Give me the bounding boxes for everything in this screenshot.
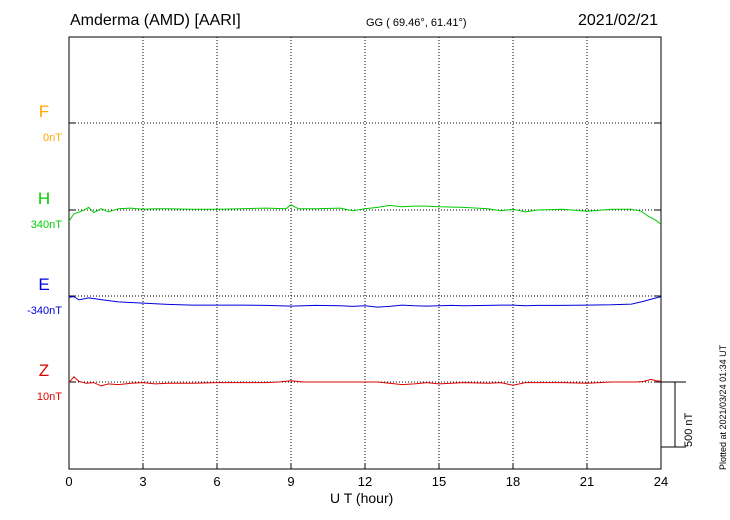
channel-H-offset: 340nT	[31, 219, 62, 231]
x-tick-label: 18	[506, 474, 520, 489]
channel-Z-offset: 10nT	[37, 391, 62, 403]
series-E-line	[68, 296, 662, 308]
series-layer	[68, 204, 662, 387]
channel-F-offset: 0nT	[43, 132, 62, 144]
plotted-timestamp: Plotted at 2021/03/24 01:34 UT	[718, 344, 728, 470]
scale-bar	[661, 381, 686, 448]
x-axis-label: U T (hour)	[330, 490, 394, 506]
plot-frame	[68, 36, 662, 470]
x-tick-label: 24	[654, 474, 668, 489]
x-tick-label: 6	[213, 474, 220, 489]
station-title: Amderma (AMD) [AARI]	[70, 12, 241, 29]
channel-H-label: H	[38, 189, 50, 208]
scale-bar-label: 500 nT	[683, 412, 695, 447]
channel-E-offset: -340nT	[27, 305, 62, 317]
x-tick-label: 21	[580, 474, 594, 489]
channel-E-label: E	[38, 275, 49, 294]
x-tick-labels: 0 3 6 9 12 15 18 21 24	[65, 474, 668, 489]
channel-F-label: F	[39, 102, 49, 121]
geographic-coordinates: GG ( 69.46°, 61.41°)	[366, 17, 467, 29]
channel-Z-label: Z	[39, 361, 49, 380]
x-tick-label: 3	[139, 474, 146, 489]
series-Z-line	[68, 376, 662, 387]
date-label: 2021/02/21	[578, 12, 659, 29]
x-tick-label: 0	[65, 474, 72, 489]
series-H-line	[68, 204, 662, 225]
x-tick-label: 15	[432, 474, 446, 489]
channel-labels: F 0nT H 340nT E -340nT Z 10nT	[27, 102, 62, 403]
grid	[69, 37, 661, 469]
x-tick-label: 9	[287, 474, 294, 489]
x-tick-label: 12	[358, 474, 372, 489]
